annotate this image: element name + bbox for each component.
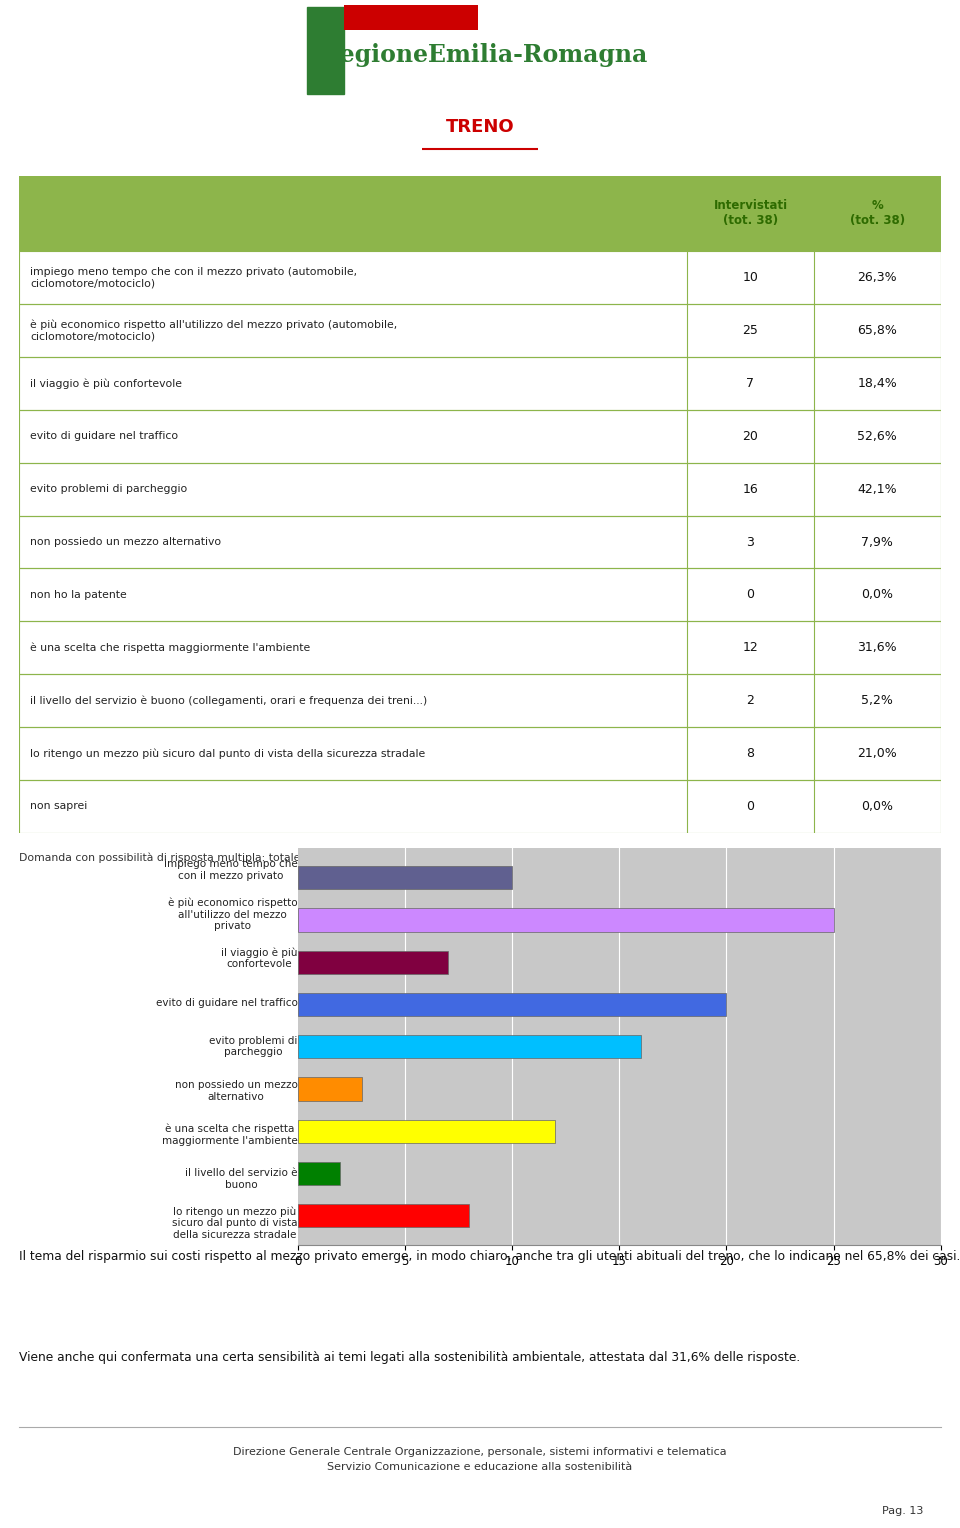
Text: non ho la patente: non ho la patente [31,590,127,601]
Bar [298,950,447,973]
Text: è più economico rispetto
all'utilizzo del mezzo
privato: è più economico rispetto all'utilizzo de… [168,897,298,931]
Text: evito problemi di parcheggio: evito problemi di parcheggio [31,484,187,494]
Bar [19,674,941,727]
Text: 2: 2 [747,694,755,707]
Bar [298,866,512,889]
Bar [298,1120,555,1143]
Text: il viaggio è più
confortevole: il viaggio è più confortevole [221,947,298,969]
Text: impiego meno tempo che con il mezzo privato (automobile,
ciclomotore/motociclo): impiego meno tempo che con il mezzo priv… [31,267,357,289]
Text: lo ritengo un mezzo più
sicuro dal punto di vista
della sicurezza stradale: lo ritengo un mezzo più sicuro dal punto… [172,1207,298,1241]
Bar [19,176,941,251]
Bar [19,727,941,779]
Text: 10: 10 [742,270,758,284]
Bar [298,1204,469,1227]
Text: 18,4%: 18,4% [857,377,897,390]
Bar [19,779,941,833]
Text: è più economico rispetto all'utilizzo del mezzo privato (automobile,
ciclomotore: è più economico rispetto all'utilizzo de… [31,319,397,342]
Text: il viaggio è più confortevole: il viaggio è più confortevole [31,379,182,388]
Text: Direzione Generale Centrale Organizzazione, personale, sistemi informativi e tel: Direzione Generale Centrale Organizzazio… [233,1447,727,1471]
Bar [307,8,344,95]
Bar [19,251,941,304]
Text: TRENO: TRENO [445,118,515,136]
Text: Intervistati
(tot. 38): Intervistati (tot. 38) [713,200,787,228]
Text: 65,8%: 65,8% [857,324,898,338]
Text: 7,9%: 7,9% [861,535,893,549]
Text: Il tema del risparmio sui costi rispetto al mezzo privato emerge, in modo chiaro: Il tema del risparmio sui costi rispetto… [19,1250,960,1264]
Text: %
(tot. 38): % (tot. 38) [850,200,904,228]
Text: non possiedo un mezzo alternativo: non possiedo un mezzo alternativo [31,536,222,547]
Text: 20: 20 [742,429,758,443]
Text: Domanda con possibilità di risposta multipla: totale superiore al 100%: Domanda con possibilità di risposta mult… [19,853,403,863]
Bar [344,5,478,29]
Text: 0: 0 [747,799,755,813]
Text: è una scelta che rispetta maggiormente l'ambiente: è una scelta che rispetta maggiormente l… [31,642,310,652]
Text: il livello del servizio è buono (collegamenti, orari e frequenza dei treni...): il livello del servizio è buono (collega… [31,695,427,706]
Text: 0,0%: 0,0% [861,588,893,602]
Text: evito problemi di
parcheggio: evito problemi di parcheggio [209,1036,298,1057]
Text: 12: 12 [743,642,758,654]
Text: 7: 7 [747,377,755,390]
Text: 3: 3 [747,535,755,549]
Text: non possiedo un mezzo
alternativo: non possiedo un mezzo alternativo [175,1080,298,1102]
Bar [19,176,941,251]
Bar [19,463,941,515]
Bar [19,515,941,568]
Text: Viene anche qui confermata una certa sensibilità ai temi legati alla sostenibili: Viene anche qui confermata una certa sen… [19,1351,801,1365]
Text: 5,2%: 5,2% [861,694,893,707]
Text: non saprei: non saprei [31,801,87,811]
Text: 42,1%: 42,1% [857,483,897,495]
Bar [298,993,727,1016]
Text: 0: 0 [747,588,755,602]
Bar [298,908,833,932]
Text: evito di guidare nel traffico: evito di guidare nel traffico [156,998,298,1007]
Text: è una scelta che rispetta
maggiormente l'ambiente: è una scelta che rispetta maggiormente l… [162,1125,298,1146]
Text: 31,6%: 31,6% [857,642,897,654]
Text: il livello del servizio è
buono: il livello del servizio è buono [185,1169,298,1190]
Text: evito di guidare nel traffico: evito di guidare nel traffico [31,431,179,442]
Bar [298,1077,362,1100]
Text: 8: 8 [747,747,755,759]
Text: 26,3%: 26,3% [857,270,897,284]
Text: 0,0%: 0,0% [861,799,893,813]
Text: 21,0%: 21,0% [857,747,897,759]
Bar [19,410,941,463]
Text: RegioneEmilia-Romagna: RegioneEmilia-Romagna [322,43,648,67]
Text: 25: 25 [742,324,758,338]
Text: lo ritengo un mezzo più sicuro dal punto di vista della sicurezza stradale: lo ritengo un mezzo più sicuro dal punto… [31,749,425,759]
Bar [19,568,941,622]
Text: impiego meno tempo che
con il mezzo privato: impiego meno tempo che con il mezzo priv… [164,859,298,882]
Text: 16: 16 [743,483,758,495]
Bar [298,1161,341,1186]
Text: Pag. 13: Pag. 13 [881,1507,924,1516]
Bar [19,304,941,358]
Bar [19,622,941,674]
Text: 52,6%: 52,6% [857,429,897,443]
Bar [19,358,941,410]
Bar [298,1034,640,1059]
